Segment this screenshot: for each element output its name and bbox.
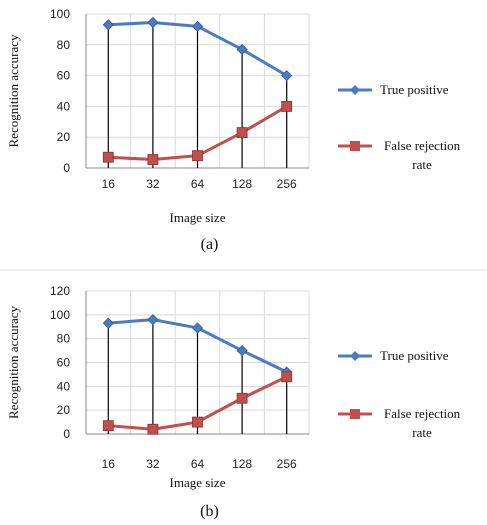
data-point-square [281,371,293,383]
x-tick-label: 256 [277,457,297,471]
data-point-diamond [191,322,204,334]
y-tick-label: 80 [57,332,71,346]
data-point-square [192,150,203,162]
x-tick-label: 64 [191,177,205,191]
legend-label-line-2: rate [412,157,432,172]
figure-caption: (a) [201,236,219,253]
x-tick-label: 16 [102,457,116,471]
data-point-square [192,416,203,428]
x-tick-label: 32 [146,177,160,191]
data-point-diamond [147,16,159,29]
chart-panel-1: 0 20 40 60 80 100 16 32 64 128 256 Recognition accu… [6,7,461,253]
data-point-diamond [236,43,248,55]
x-axis-title: Image size [170,210,226,225]
legend: True positive False rejection rate [338,348,461,440]
chart-panel-2: 0 20 40 60 80 100 120 16 32 64 128 256 Recognition a… [6,284,461,520]
x-tick-label: 64 [191,457,205,471]
y-tick-label: 100 [50,308,70,322]
x-tick-label: 128 [232,177,252,191]
y-tick-label: 60 [57,69,71,83]
legend-marker-diamond [350,85,360,95]
legend-label-line-1: False rejection [384,406,461,421]
figure-caption: (b) [200,503,219,520]
data-point-square [281,101,293,112]
y-tick-label: 40 [57,99,71,113]
legend: True positive False rejection rate [338,82,461,172]
y-tick-label: 100 [50,7,70,21]
data-point-diamond [236,345,248,357]
y-tick-label: 0 [63,427,70,441]
y-tick-label: 20 [57,130,71,144]
y-tick-label: 0 [63,161,70,175]
legend-label-line-1: False rejection [384,138,461,153]
data-point-diamond [281,70,293,82]
x-axis-title: Image size [170,475,226,490]
data-point-square [147,423,159,435]
y-tick-label: 60 [57,356,71,370]
data-point-diamond [102,19,114,31]
legend-marker-diamond [350,351,360,361]
data-point-square [102,420,114,432]
x-tick-label: 256 [277,177,297,191]
legend-marker-square [350,141,360,151]
y-tick-label: 40 [57,379,71,393]
x-tick-label: 128 [232,457,252,471]
y-axis-title: Recognition accuracy [6,306,21,419]
legend-label: True positive [380,82,449,97]
y-tick-label: 80 [57,38,71,52]
data-point-square [236,392,248,404]
x-tick-label: 32 [146,457,160,471]
y-axis-title: Recognition accuracy [6,34,21,147]
data-point-square [236,127,248,138]
y-tick-label: 20 [57,403,71,417]
legend-label: True positive [380,348,449,363]
data-point-square [102,151,114,163]
data-point-diamond [147,314,159,326]
legend-marker-square [350,409,360,419]
y-tick-label: 120 [50,284,70,298]
data-point-square [147,154,159,165]
x-tick-label: 16 [102,177,116,191]
data-point-diamond [191,20,204,32]
legend-label-line-2: rate [412,425,432,440]
data-point-diamond [102,317,114,329]
